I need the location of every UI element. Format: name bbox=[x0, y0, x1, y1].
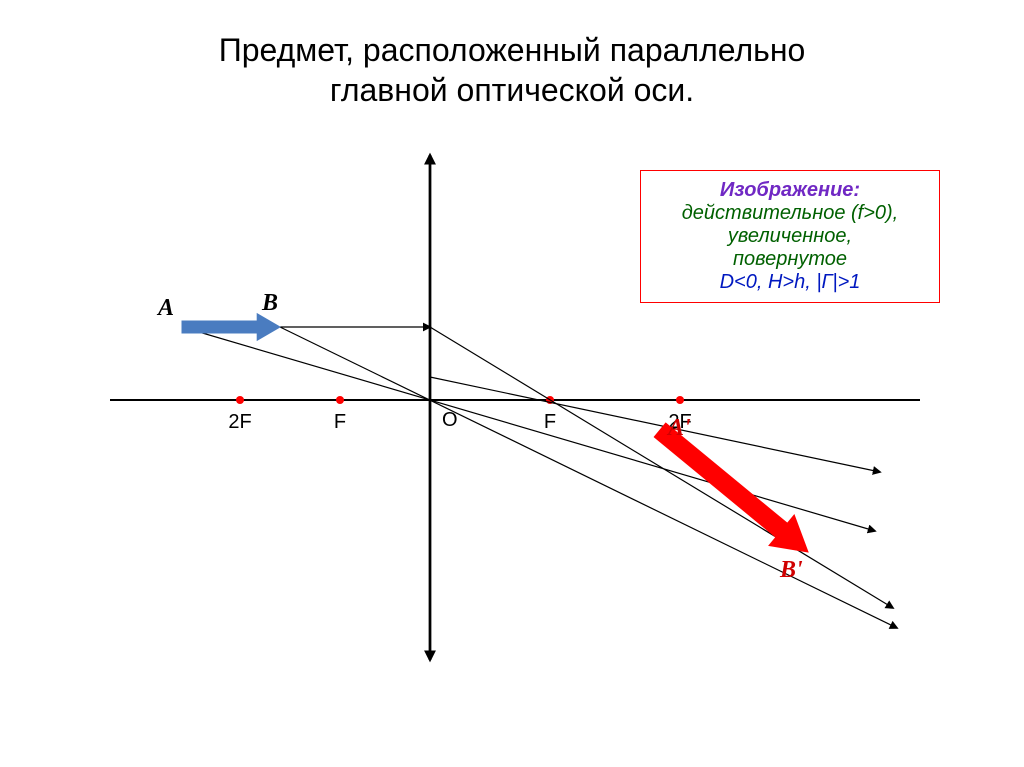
label-A: A bbox=[158, 295, 174, 322]
svg-text:F: F bbox=[544, 411, 556, 433]
label-B: B bbox=[262, 290, 278, 317]
label-B-prime: B' bbox=[780, 557, 803, 584]
ray-diagram: 2FFF2FO bbox=[0, 0, 1024, 767]
svg-text:F: F bbox=[334, 411, 346, 433]
label-A-prime: A' bbox=[668, 415, 691, 442]
svg-text:2F: 2F bbox=[228, 411, 251, 433]
